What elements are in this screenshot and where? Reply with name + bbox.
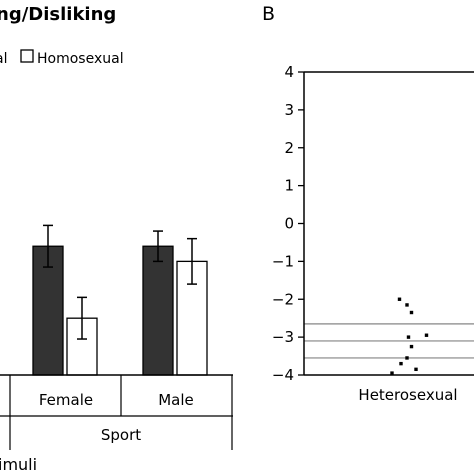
panel-b: B 4 3 2 1 0 −1 −2 −3 −4 Heterosexual bbox=[262, 3, 474, 404]
data-point bbox=[406, 335, 411, 339]
tick-label-male: Male bbox=[158, 391, 194, 409]
panel-a: ng/Disliking al Homosexual Female Male S… bbox=[0, 4, 233, 474]
legend-label-heterosexual: al bbox=[0, 51, 7, 67]
x-axis-a: Female Male Sport imuli bbox=[0, 374, 233, 474]
data-point bbox=[414, 367, 418, 372]
reference-lines bbox=[304, 323, 474, 359]
group-label-sport: Sport bbox=[101, 426, 141, 444]
y-tick-label: 3 bbox=[284, 101, 294, 119]
panel-b-label: B bbox=[262, 3, 275, 25]
legend-label-homosexual: Homosexual bbox=[37, 51, 124, 67]
tick-label-female: Female bbox=[39, 391, 93, 409]
scatter-points bbox=[390, 297, 429, 375]
y-tick-label: −2 bbox=[272, 290, 294, 308]
data-point bbox=[405, 303, 409, 307]
y-tick-label: 4 bbox=[284, 63, 294, 81]
bar-plot-area bbox=[32, 224, 208, 376]
legend: al Homosexual bbox=[0, 49, 124, 67]
y-tick-label: 0 bbox=[284, 215, 294, 233]
y-tick-label: 1 bbox=[284, 177, 294, 195]
data-point bbox=[409, 310, 414, 315]
x-tick-label-heterosexual: Heterosexual bbox=[358, 386, 457, 404]
x-axis-title-a: imuli bbox=[0, 455, 37, 474]
y-tick-label: −3 bbox=[272, 328, 294, 346]
data-point bbox=[390, 371, 394, 375]
data-point bbox=[409, 344, 414, 349]
data-point bbox=[424, 333, 429, 337]
y-axis-ticks: 4 3 2 1 0 −1 −2 −3 −4 bbox=[272, 63, 304, 384]
legend-swatch-homosexual bbox=[20, 49, 34, 63]
panel-a-title: ng/Disliking bbox=[0, 4, 116, 25]
bar-al-male bbox=[142, 245, 174, 376]
y-tick-label: 2 bbox=[284, 139, 294, 157]
data-point bbox=[397, 297, 402, 301]
data-point bbox=[405, 356, 409, 360]
data-point bbox=[399, 361, 403, 366]
y-tick-label: −4 bbox=[272, 366, 294, 384]
y-tick-label: −1 bbox=[272, 252, 294, 270]
